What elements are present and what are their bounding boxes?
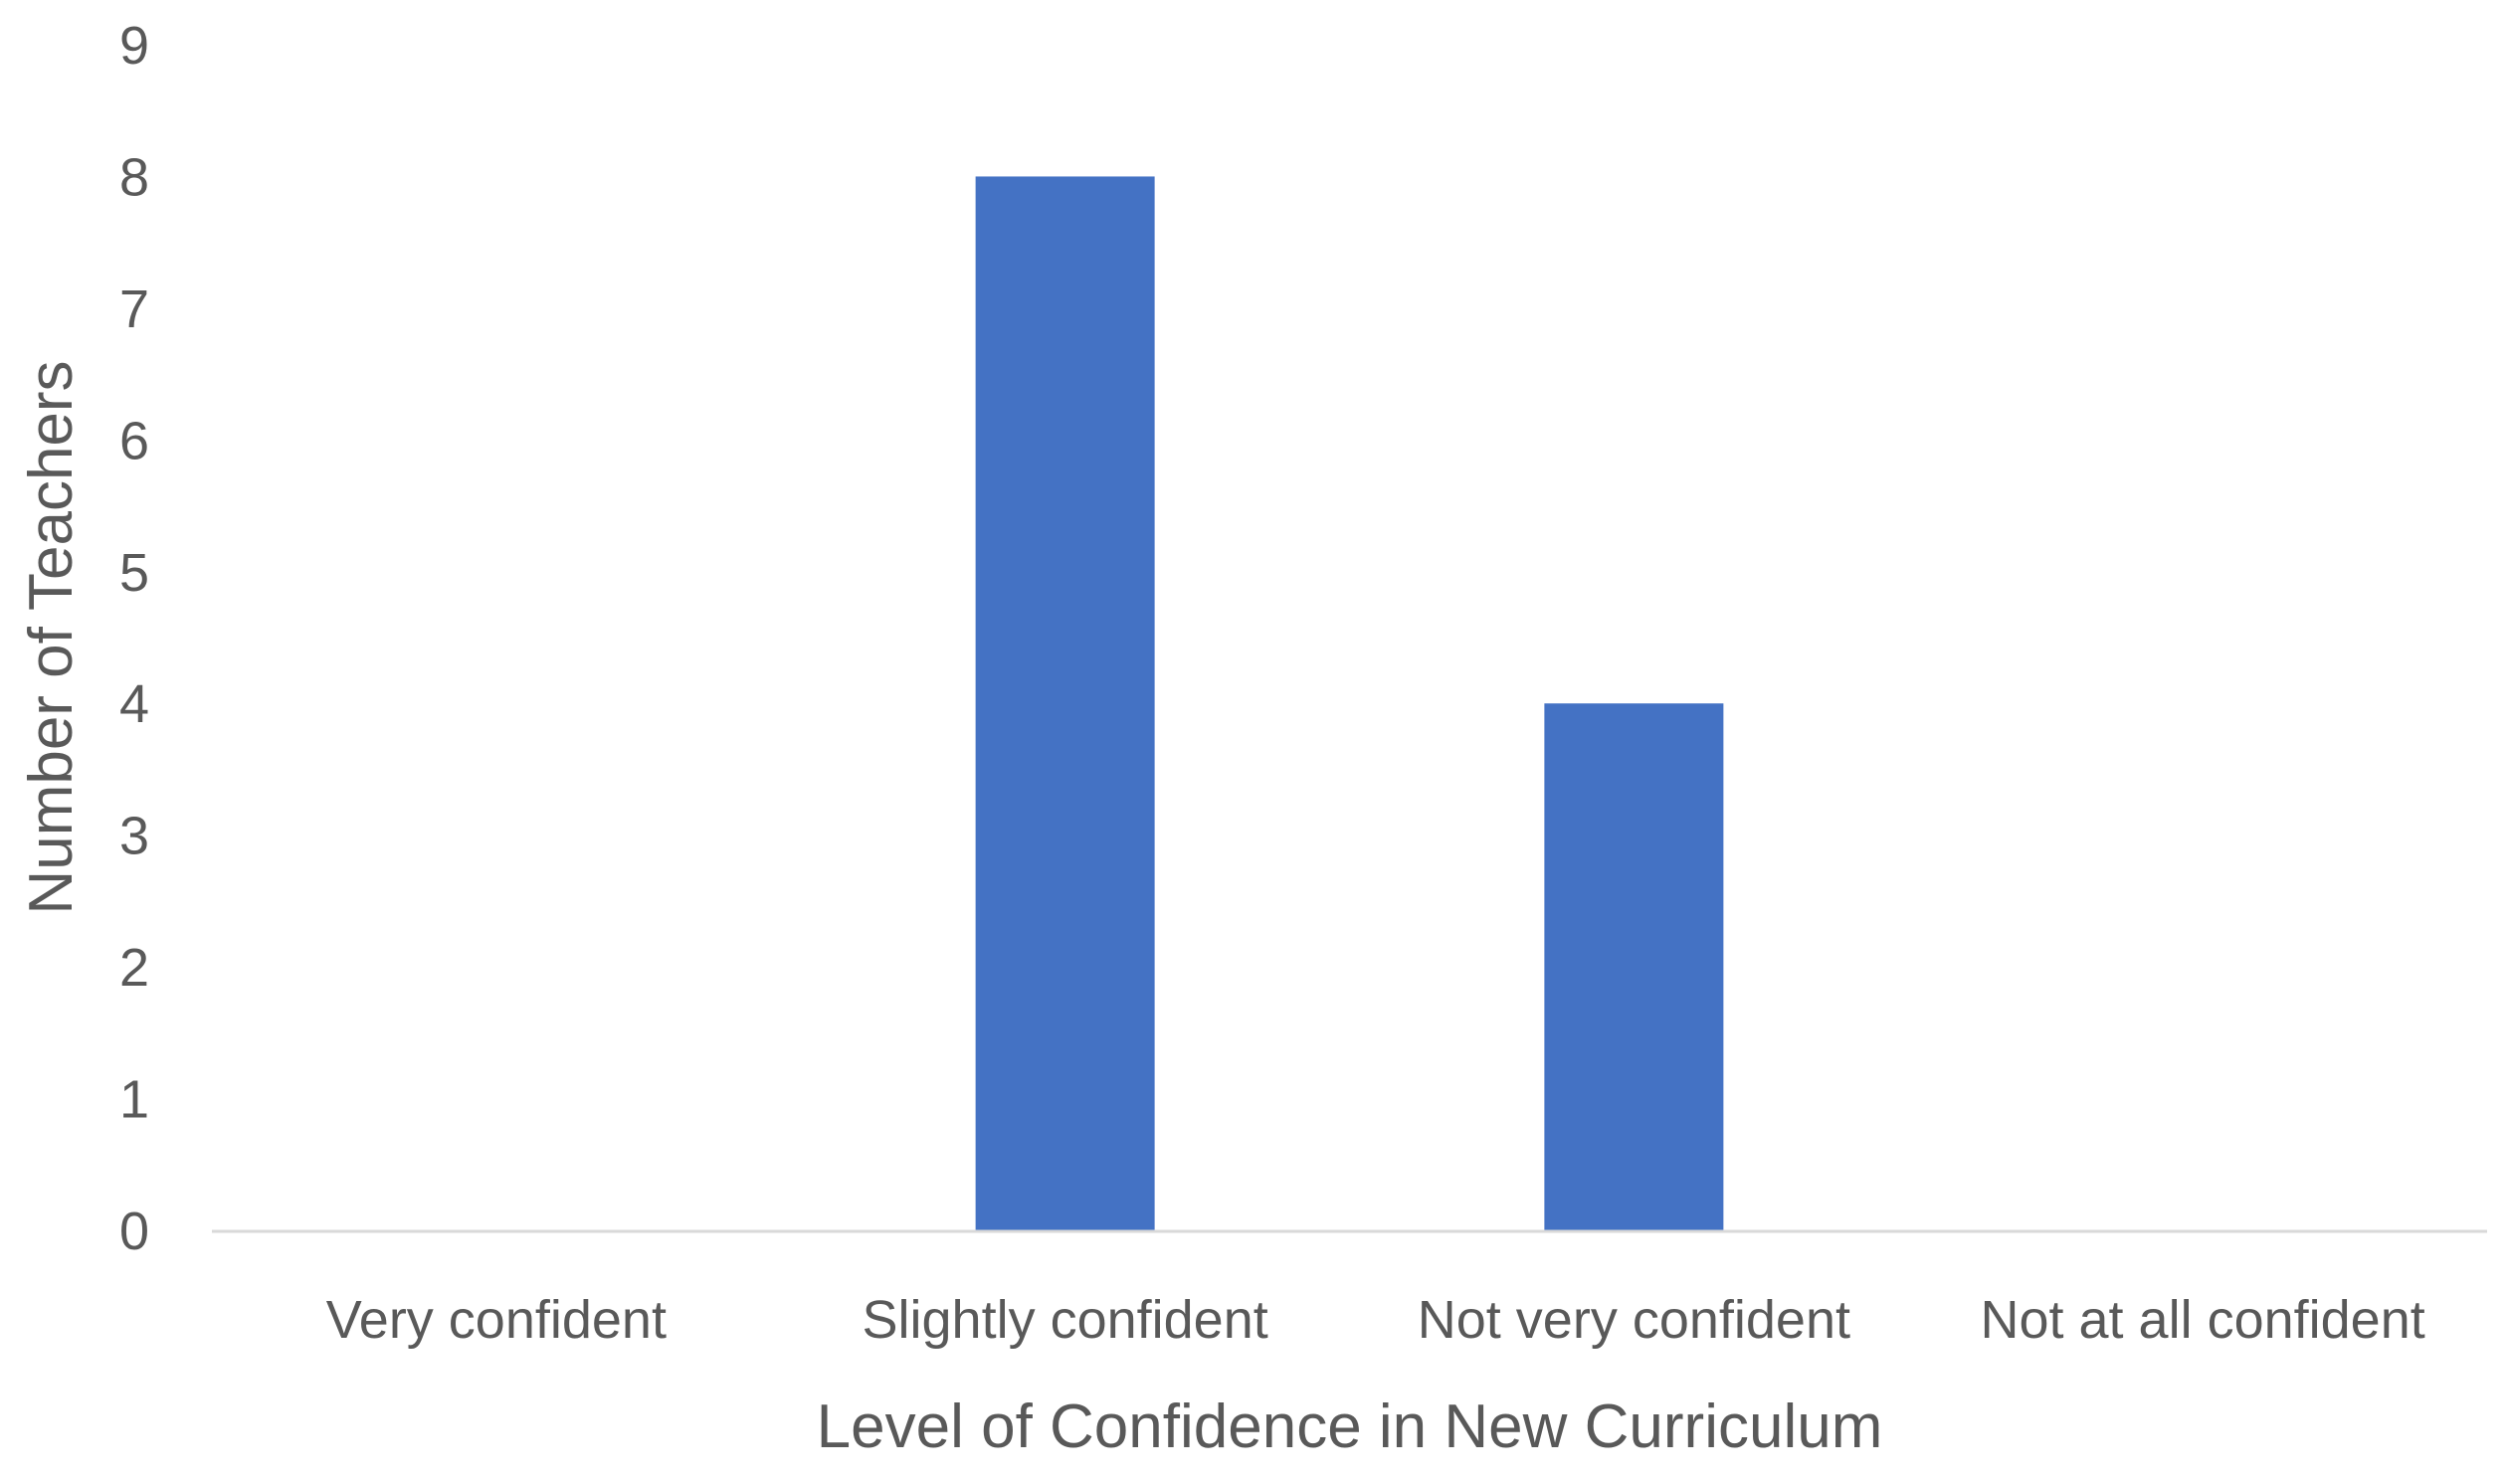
y-tick-label: 1	[119, 1070, 149, 1130]
bars-group	[975, 176, 1724, 1230]
y-tick-label: 9	[119, 16, 149, 76]
y-tick-label: 4	[119, 674, 149, 734]
y-tick-label: 7	[119, 279, 149, 339]
x-tick-label: Slightly confident	[863, 1290, 1268, 1350]
y-axis-title: Number of Teachers	[17, 360, 86, 914]
x-axis-ticks: Very confident Slightly confident Not very…	[326, 1290, 2425, 1350]
y-tick-label: 2	[119, 938, 149, 998]
y-tick-label: 0	[119, 1202, 149, 1261]
y-tick-label: 3	[119, 807, 149, 866]
y-tick-label: 8	[119, 147, 149, 207]
x-tick-label: Very confident	[326, 1290, 667, 1350]
x-tick-label: Not at all confident	[1980, 1290, 2424, 1350]
y-axis-ticks: 0 1 2 3 4 5 6 7 8 9	[119, 16, 149, 1261]
x-tick-label: Not very confident	[1418, 1290, 1850, 1350]
y-tick-label: 5	[119, 543, 149, 603]
bar	[975, 176, 1155, 1230]
x-axis-title: Level of Confidence in New Curriculum	[817, 1392, 1883, 1461]
bar	[1544, 703, 1724, 1230]
y-tick-label: 6	[119, 411, 149, 470]
